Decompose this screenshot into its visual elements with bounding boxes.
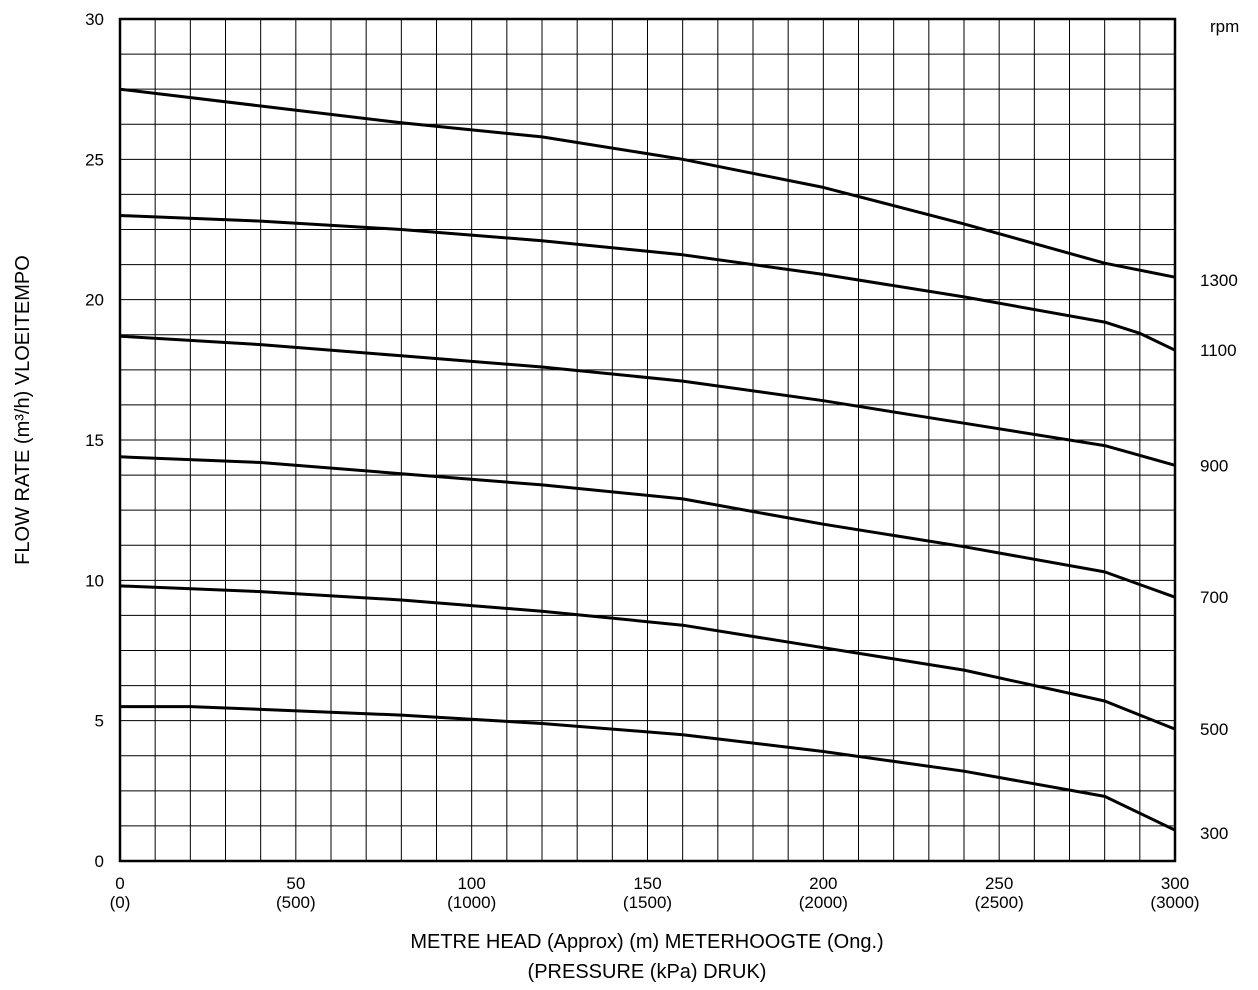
- rpm-labels: 1300 1100 900 700 500 300: [1200, 271, 1238, 843]
- y-axis-title: FLOW RATE (m³/h) VLOEITEMPO: [12, 255, 34, 565]
- rpm-curve-700: [119, 455, 1176, 599]
- rpm-unit-label: rpm: [1210, 17, 1239, 36]
- x-axis-ticks: 0(0) 50(500) 100(1000) 150(1500) 200(2000) 25…: [110, 874, 1200, 912]
- x-tick-label: 100: [457, 874, 485, 893]
- x-tick-label: 150: [633, 874, 661, 893]
- x-tick-sublabel: (1000): [447, 893, 496, 912]
- x-tick-label: 50: [286, 874, 305, 893]
- rpm-curve-1300: [119, 87, 1176, 279]
- x-axis-subtitle: (PRESSURE (kPa) DRUK): [528, 961, 767, 983]
- x-tick-label: 0: [115, 874, 124, 893]
- x-tick-sublabel: (500): [276, 893, 316, 912]
- y-tick-label: 10: [85, 571, 104, 590]
- x-tick-sublabel: (2000): [799, 893, 848, 912]
- rpm-label-500: 500: [1200, 720, 1228, 739]
- x-tick-sublabel: (3000): [1150, 893, 1199, 912]
- y-axis-ticks: 0 5 10 15 20 25 30: [85, 10, 104, 871]
- rpm-label-300: 300: [1200, 824, 1228, 843]
- x-tick-label: 300: [1161, 874, 1189, 893]
- rpm-label-1300: 1300: [1200, 271, 1238, 290]
- x-tick-label: 250: [985, 874, 1013, 893]
- rpm-label-900: 900: [1200, 456, 1228, 475]
- rpm-label-1100: 1100: [1200, 341, 1237, 360]
- rpm-curve-900: [119, 334, 1176, 467]
- rpm-label-700: 700: [1200, 588, 1228, 607]
- y-tick-label: 15: [85, 431, 104, 450]
- performance-curves: [119, 87, 1176, 832]
- plot-frame: [118, 17, 1177, 863]
- y-tick-label: 0: [95, 852, 104, 871]
- rpm-curve-500: [119, 584, 1176, 731]
- y-tick-label: 25: [85, 150, 104, 169]
- y-tick-label: 5: [95, 712, 104, 731]
- x-axis-title: METRE HEAD (Approx) (m) METERHOOGTE (Ong…: [410, 931, 883, 953]
- rpm-curve-300: [120, 705, 1176, 832]
- x-tick-sublabel: (1500): [623, 893, 672, 912]
- x-tick-label: 200: [809, 874, 837, 893]
- y-tick-label: 30: [85, 10, 104, 29]
- rpm-curve-1100: [119, 214, 1176, 352]
- grid: [120, 19, 1175, 861]
- x-tick-sublabel: (2500): [975, 893, 1024, 912]
- x-tick-sublabel: (0): [110, 893, 131, 912]
- y-tick-label: 20: [85, 291, 104, 310]
